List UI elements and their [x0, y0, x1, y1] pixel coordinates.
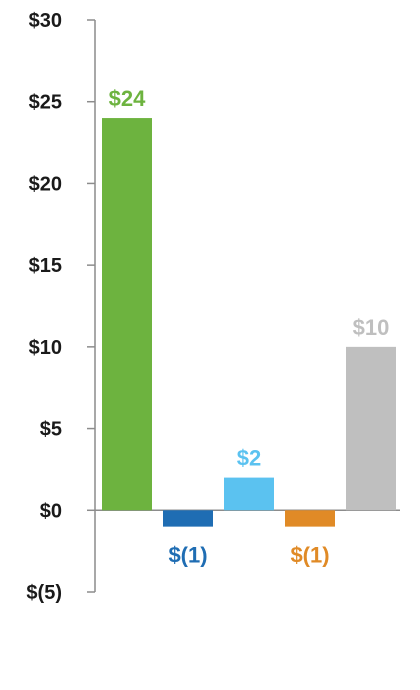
data-label: $2	[237, 446, 261, 471]
data-label: $24	[109, 86, 146, 111]
y-tick-label: $10	[29, 337, 62, 359]
data-labels: $24 $(1) $2 $(1) $10	[109, 86, 390, 568]
y-tick-label: $30	[29, 10, 62, 32]
bars	[102, 118, 396, 527]
data-label: $(1)	[290, 543, 329, 568]
bar	[346, 346, 396, 511]
bar	[102, 118, 152, 511]
y-tick-label: $0	[40, 500, 62, 522]
y-axis: $30 $25 $20 $15 $10 $5 $0 $(5)	[26, 10, 400, 604]
y-tick-label: $5	[40, 419, 62, 441]
y-tick-label: $15	[29, 255, 62, 277]
bar	[285, 510, 335, 527]
y-tick-label: $20	[29, 173, 62, 195]
data-label: $(1)	[168, 543, 207, 568]
data-label: $10	[353, 315, 390, 340]
bar	[163, 510, 213, 527]
y-tick-label: $(5)	[26, 582, 62, 604]
y-tick-label: $25	[29, 92, 62, 114]
bar	[224, 477, 274, 511]
